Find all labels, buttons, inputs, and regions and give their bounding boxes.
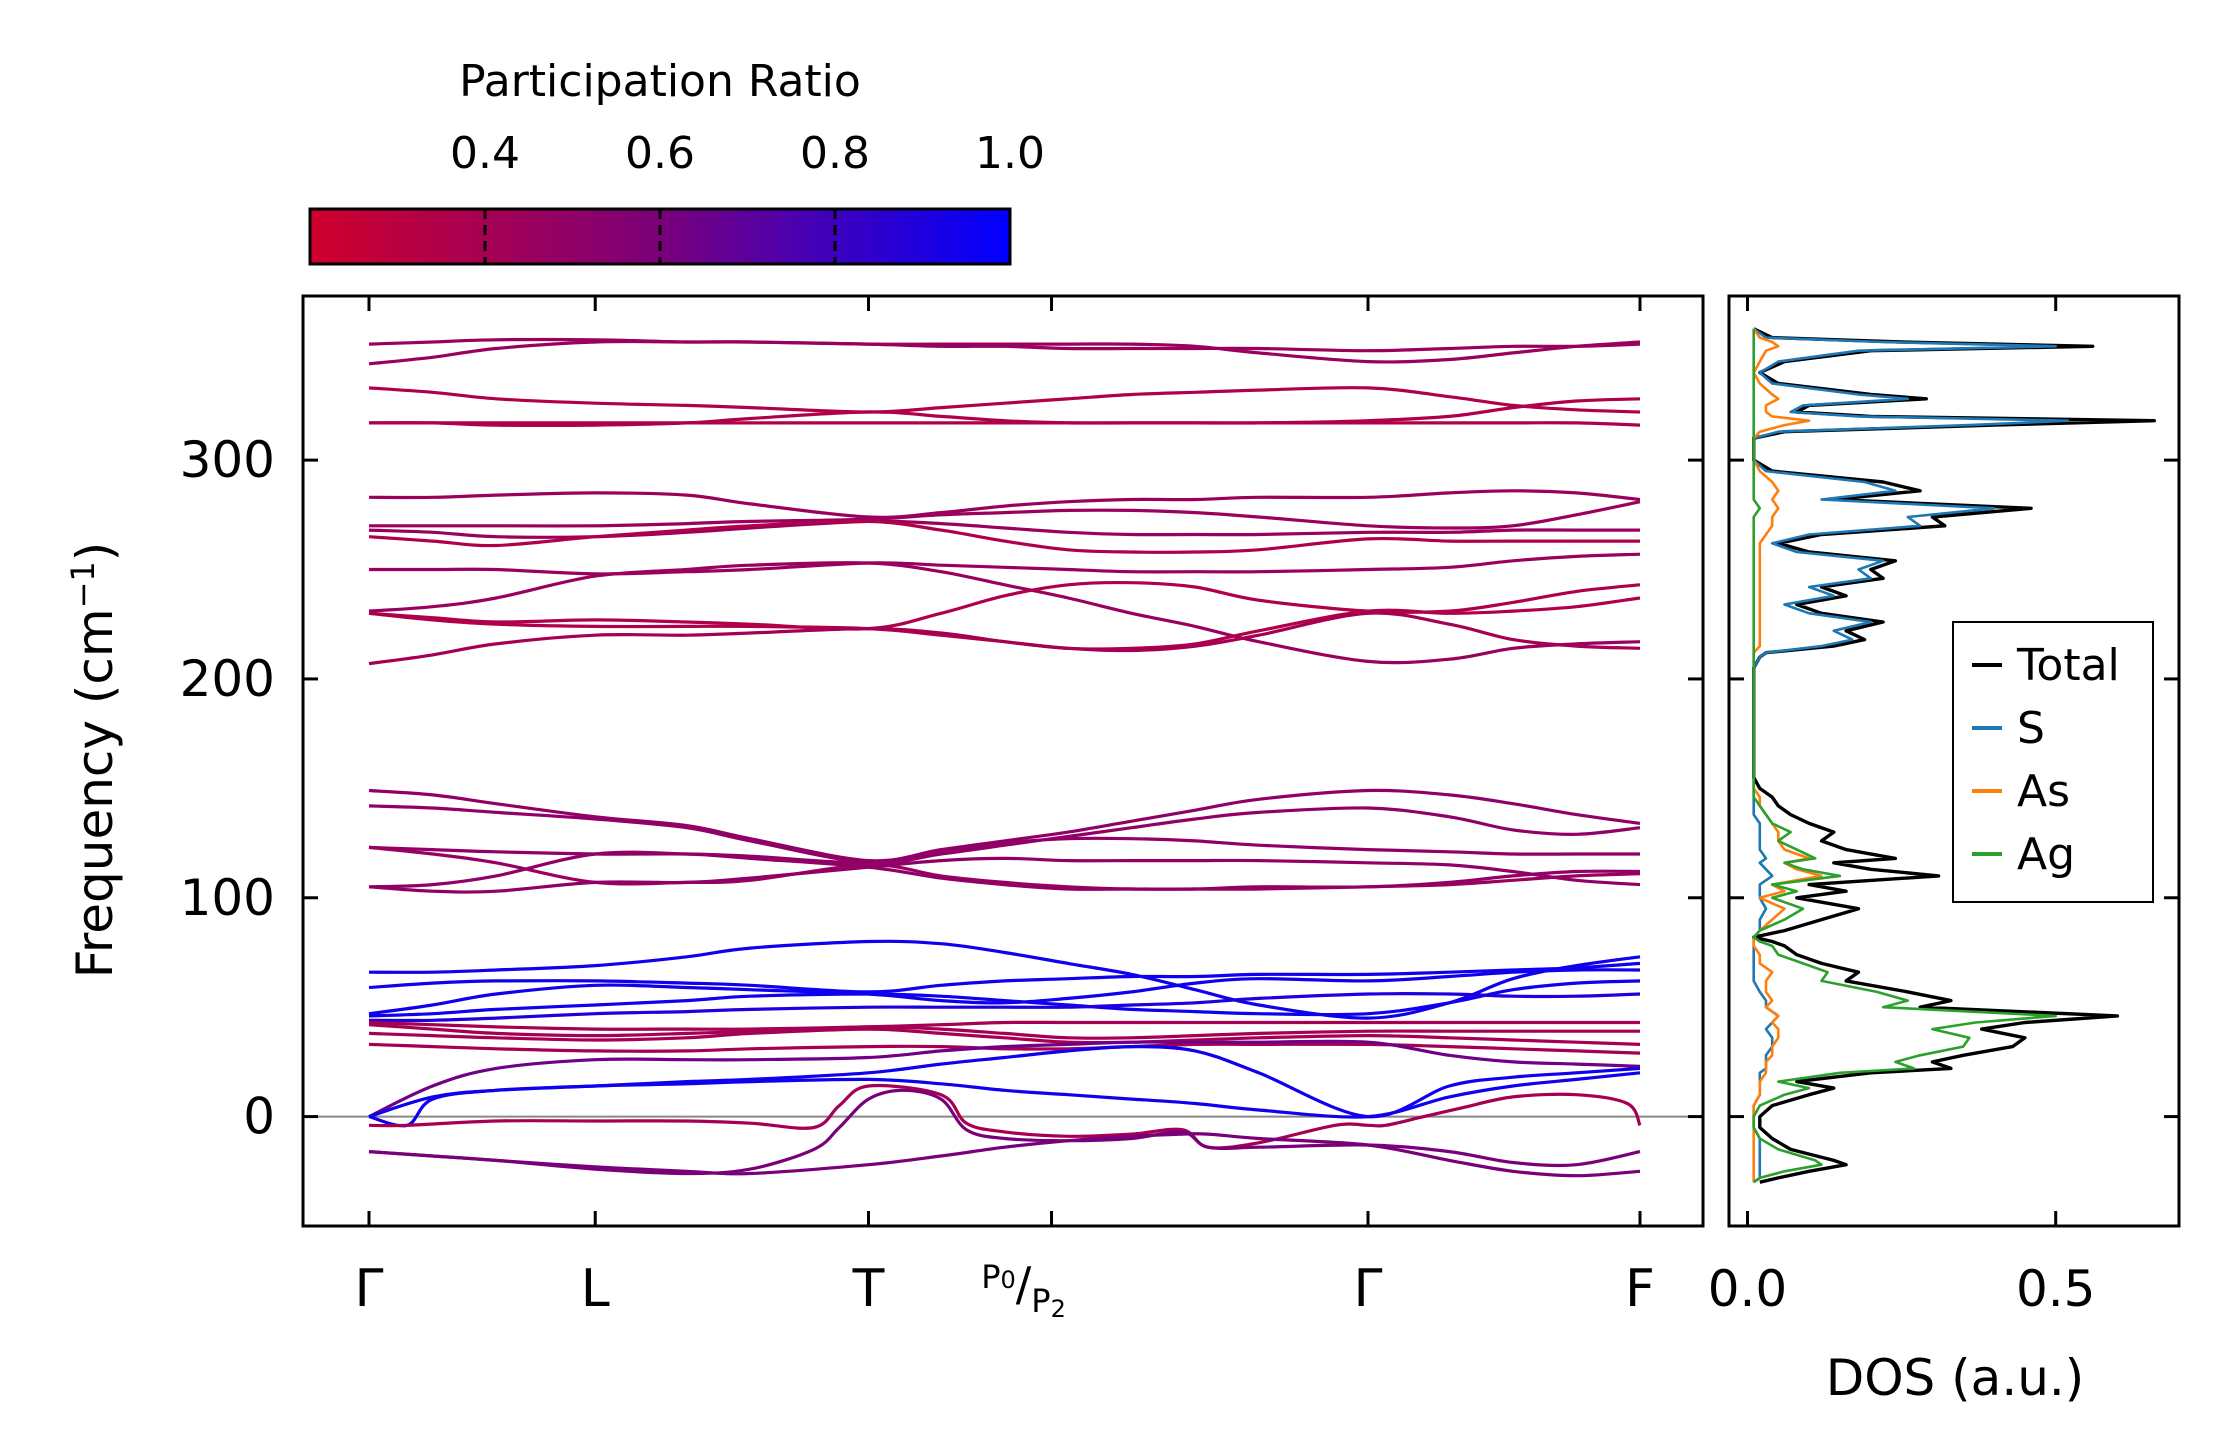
colorbar: Participation Ratio 0.4 0.6 0.8 1.0 (308, 56, 1045, 266)
k-label-p0-p2: P0/P2 (981, 1257, 1066, 1323)
dos-x-tick-label: 0.5 (2016, 1260, 2096, 1318)
band-line-b29 (368, 1042, 1641, 1055)
dos-x-tick-label: 0.0 (1708, 1260, 1788, 1318)
band-line-b2 (368, 339, 1641, 366)
dos-axes-frame (1727, 294, 2181, 1228)
band-line-b14 (368, 611, 1641, 666)
band-k-ticks: Γ L T P0/P2 Γ F (355, 296, 1655, 1323)
colorbar-tick-label: 0.4 (450, 128, 520, 179)
band-line-b6 (368, 489, 1641, 519)
colorbar-tick-label: 1.0 (975, 128, 1045, 179)
dos-x-axis-label: DOS (a.u.) (1826, 1349, 2085, 1407)
band-line-b34 (368, 1088, 1641, 1176)
band-line-b10 (369, 552, 1641, 576)
k-label: Γ (1354, 1259, 1383, 1319)
band-line-b12 (368, 580, 1641, 631)
colorbar-ticks: 0.4 0.6 0.8 1.0 (450, 128, 1045, 264)
band-line-b27 (368, 1023, 1640, 1040)
band-line-b5 (369, 421, 1641, 427)
dos-line-ag (1752, 328, 2057, 1184)
k-label: L (581, 1259, 610, 1319)
band-structure-panel: 0 100 200 300 Γ L T P0/P2 Γ F Frequency (cm−1) (64, 294, 1705, 1323)
band-axes-frame (301, 294, 1705, 1228)
band-line-b20 (368, 856, 1641, 894)
k-label: F (1625, 1259, 1655, 1319)
band-line-b3 (368, 386, 1641, 414)
band-line-b24 (368, 979, 1641, 1018)
legend-label-s: S (2017, 703, 2045, 754)
band-line-b9 (368, 519, 1640, 554)
band-y-tick-label: 100 (180, 869, 275, 927)
band-line-b32 (368, 1071, 1641, 1128)
band-lines (368, 337, 1642, 1178)
colorbar-tick-label: 0.6 (625, 128, 695, 179)
y-axis-label-main: Frequency (cm (66, 608, 124, 978)
dos-legend: Total S As Ag (1952, 621, 2154, 903)
band-line-b15 (368, 788, 1641, 863)
band-line-b1 (368, 337, 1641, 353)
y-axis-label-sup: −1 (64, 561, 102, 608)
band-line-b18 (368, 845, 1641, 891)
band-line-b26 (368, 1020, 1640, 1031)
dos-lines (1752, 327, 2156, 1184)
band-line-b22 (368, 961, 1641, 994)
band-line-b19 (368, 850, 1641, 891)
y-axis-label-end: ) (66, 542, 124, 562)
y-axis-label: Frequency (cm−1) (64, 542, 124, 979)
dos-ticks: 0.0 0.5 (1708, 296, 2179, 1318)
legend-label-total: Total (2016, 640, 2120, 691)
band-line-b33 (368, 1083, 1642, 1150)
band-y-tick-label: 0 (243, 1088, 275, 1146)
dos-line-as (1752, 328, 1823, 1183)
band-y-tick-label: 200 (180, 650, 275, 708)
colorbar-tick-label: 0.8 (800, 128, 870, 179)
k-label: T (852, 1259, 885, 1319)
dos-panel: 0.0 0.5 DOS (a.u.) Total S As Ag (1708, 294, 2181, 1407)
band-line-b7 (368, 500, 1641, 530)
legend-label-as: As (2017, 766, 2070, 817)
band-line-b28 (368, 1027, 1641, 1046)
band-line-b35 (368, 1132, 1641, 1178)
band-line-b31 (368, 1044, 1641, 1119)
k-label: Γ (355, 1259, 384, 1319)
band-y-tick-label: 300 (180, 431, 275, 489)
band-line-b25 (368, 992, 1641, 1023)
legend-label-ag: Ag (2017, 829, 2075, 880)
band-y-ticks: 0 100 200 300 (180, 431, 1703, 1146)
colorbar-title: Participation Ratio (459, 56, 861, 107)
band-line-b30 (368, 1039, 1641, 1119)
